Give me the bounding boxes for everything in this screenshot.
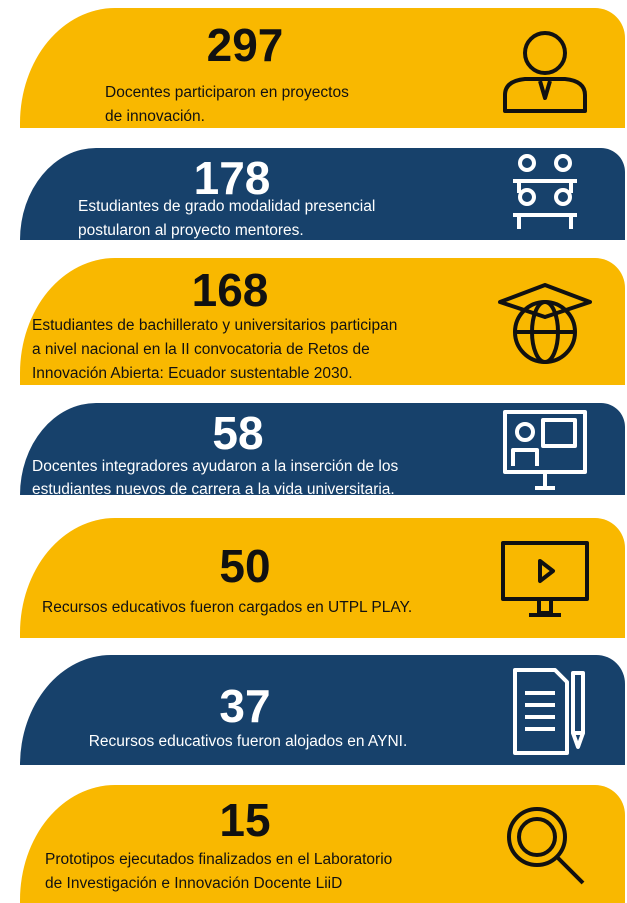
icon xyxy=(503,31,587,113)
stat-text: Prototipos ejecutados finalizados en el … xyxy=(45,851,393,868)
stat-number: 58 xyxy=(212,407,264,459)
stat-band xyxy=(20,785,625,903)
stat-band xyxy=(20,655,625,765)
icon xyxy=(513,668,585,755)
stat-text: estudiantes nuevos de carrera a la vida … xyxy=(32,481,395,498)
stat-text: Docentes integradores ayudaron a la inse… xyxy=(32,458,399,475)
stat-band xyxy=(20,148,625,240)
stat-text: Docentes participaron en proyectos xyxy=(105,84,349,101)
stat-number: 37 xyxy=(219,680,271,732)
icon xyxy=(501,541,589,617)
stat-text: postularon al proyecto mentores. xyxy=(78,222,304,239)
icon xyxy=(503,410,587,490)
stat-text: de innovación. xyxy=(105,108,205,125)
icon xyxy=(507,807,585,885)
stat-text: Recursos educativos fueron cargados en U… xyxy=(42,599,413,616)
stat-number: 178 xyxy=(193,152,271,204)
stat-text: Innovación Abierta: Ecuador sustentable … xyxy=(32,365,353,382)
stat-number: 297 xyxy=(206,19,284,71)
stat-number: 50 xyxy=(219,540,271,592)
stat-number: 15 xyxy=(219,794,271,846)
stat-text: de Investigación e Innovación Docente Li… xyxy=(45,875,343,892)
icon xyxy=(498,282,592,364)
stat-number: 168 xyxy=(191,264,269,316)
stat-text: Estudiantes de grado modalidad presencia… xyxy=(78,198,376,215)
stat-text: Estudiantes de bachillerato y universita… xyxy=(32,317,398,334)
stat-band xyxy=(20,8,625,128)
stat-text: a nivel nacional en la II convocatoria d… xyxy=(32,341,370,358)
stat-band xyxy=(20,258,625,385)
stat-band xyxy=(20,518,625,638)
stat-text: Recursos educativos fueron alojados en A… xyxy=(88,733,408,750)
icon xyxy=(513,154,577,229)
